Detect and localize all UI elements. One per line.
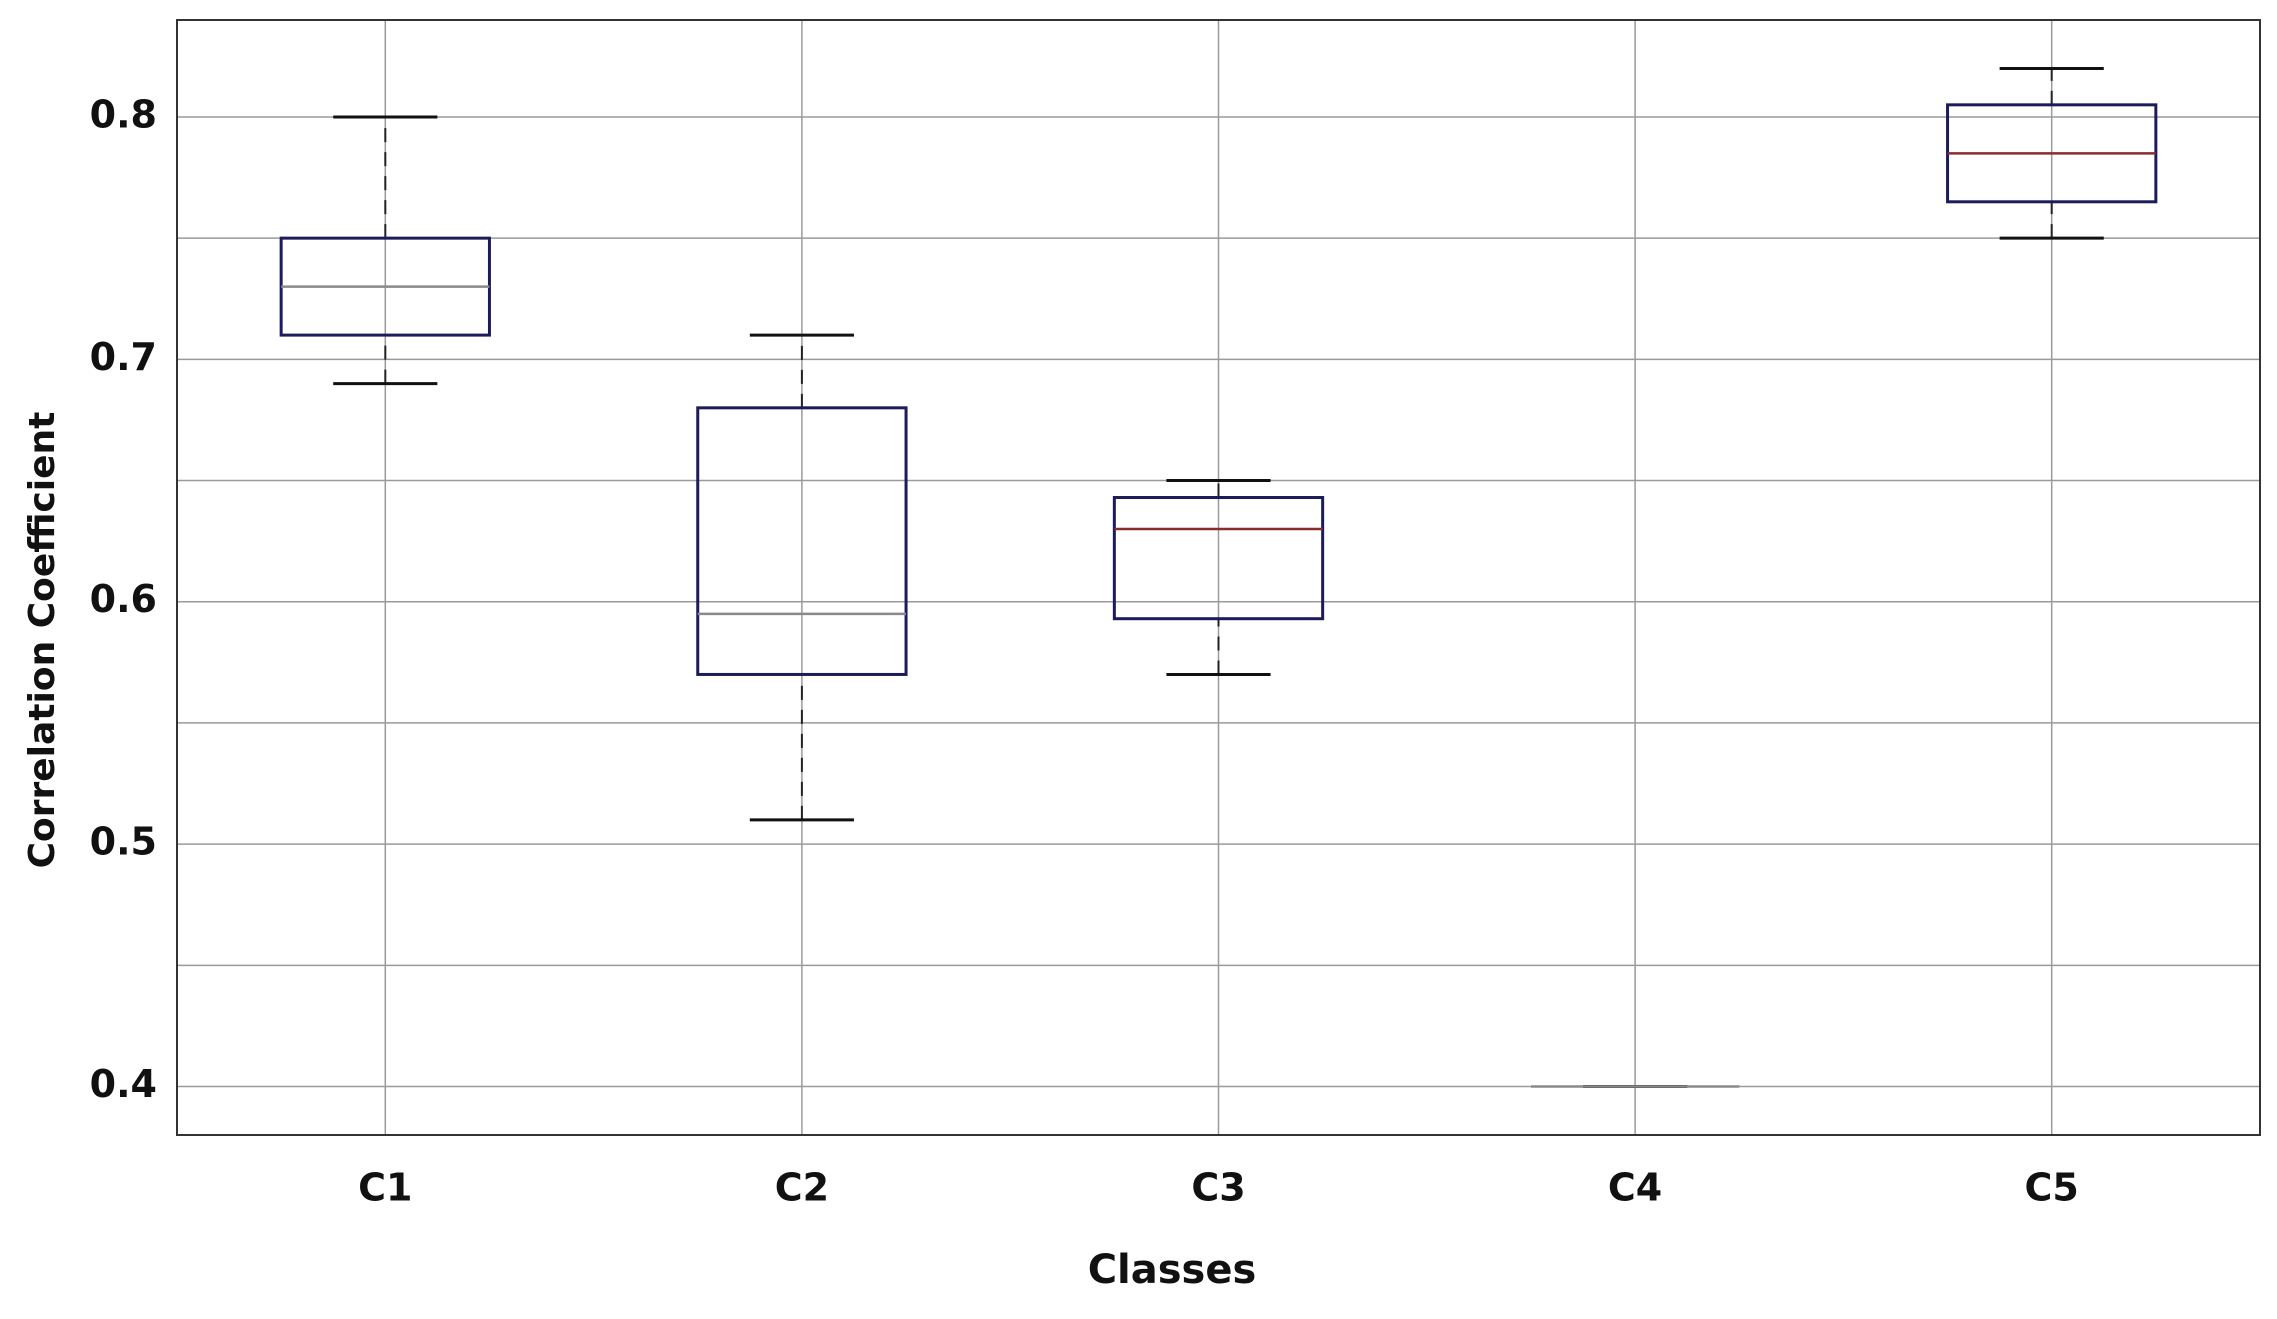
box xyxy=(1112,496,1325,621)
box xyxy=(696,406,908,676)
plot-frame xyxy=(176,19,2261,1136)
x-tick-label: C5 xyxy=(2025,1166,2079,1210)
y-tick-label: 0.6 xyxy=(90,577,157,621)
x-tick-label: C4 xyxy=(1608,1166,1662,1210)
y-tick-label: 0.7 xyxy=(90,335,157,379)
y-axis-label: Correlation Coefficient xyxy=(22,412,63,869)
x-tick-label: C1 xyxy=(358,1166,412,1210)
y-tick-label: 0.8 xyxy=(90,92,157,136)
x-axis-label: Classes xyxy=(1088,1247,1257,1293)
x-tick-label: C2 xyxy=(775,1166,829,1210)
y-tick-label: 0.4 xyxy=(90,1062,157,1106)
y-tick-label: 0.5 xyxy=(90,820,157,864)
x-tick-label: C3 xyxy=(1191,1166,1245,1210)
